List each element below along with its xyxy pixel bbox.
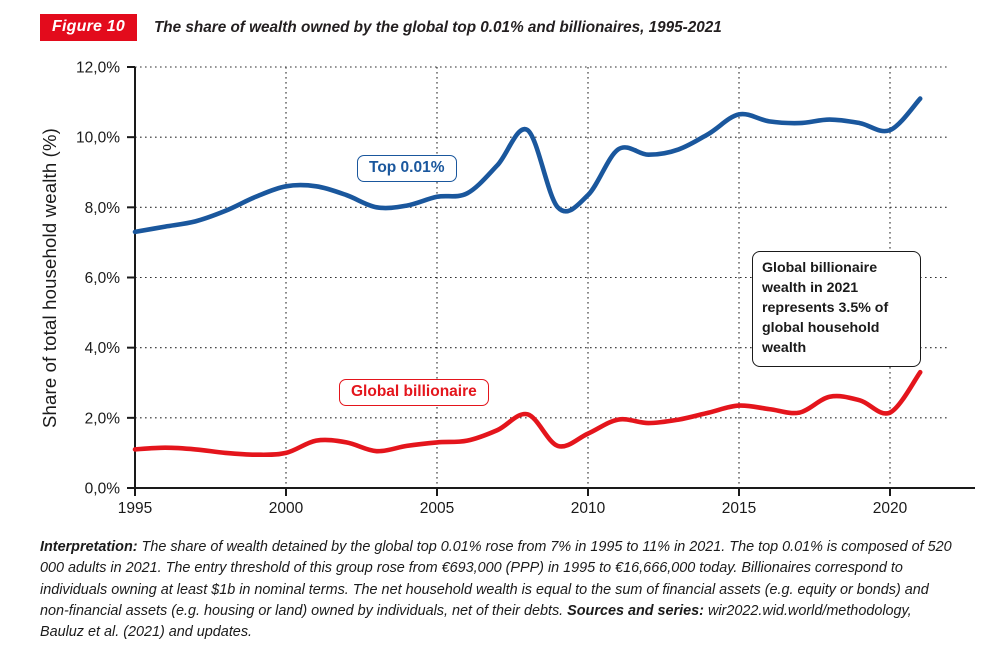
x-tick-label: 2000 — [269, 500, 304, 517]
y-tick-label: 12,0% — [76, 60, 120, 77]
figure-title: The share of wealth owned by the global … — [153, 18, 722, 36]
y-tick-label: 8,0% — [85, 200, 121, 217]
y-tick-label: 4,0% — [85, 340, 121, 357]
sources-text: wir2022.wid.world/methodology, Bauluz et… — [40, 602, 912, 641]
x-tick-label: 2020 — [873, 500, 908, 517]
interpretation-label: Interpretation: — [40, 539, 138, 555]
figure-header: Figure 10 The share of wealth owned by t… — [40, 14, 722, 41]
y-tick-label: 6,0% — [85, 270, 121, 287]
x-tick-label: 2015 — [722, 500, 756, 517]
sources-label: Sources and series: — [567, 602, 704, 619]
y-tick-label: 2,0% — [85, 410, 121, 427]
x-tick-label: 2010 — [571, 500, 606, 517]
x-tick-label: 1995 — [118, 500, 152, 517]
interpretation-body: The share of wealth detained by the glob… — [40, 539, 952, 619]
series-line-top001 — [132, 96, 923, 235]
line-chart: 0,0% 2,0% 4,0% 6,0% 8,0% 10,0% 12,0% 1995 2000 20… — [39, 60, 975, 517]
y-tick-label: 10,0% — [76, 130, 120, 147]
series-line-global-billionaire — [132, 369, 923, 458]
series-label-top001: Top 0.01% — [357, 155, 457, 182]
x-tick-label: 2005 — [420, 500, 454, 517]
annotation-box: Global billionaire wealth in 2021 repres… — [752, 251, 921, 368]
interpretation-text: Interpretation: The share of wealth deta… — [40, 537, 957, 644]
figure-number-badge: Figure 10 — [40, 14, 137, 41]
series-label-global-billionaire: Global billionaire — [339, 379, 489, 406]
y-tick-label: 0,0% — [85, 481, 121, 498]
y-axis-title: Share of total household wealth (%) — [39, 128, 60, 428]
